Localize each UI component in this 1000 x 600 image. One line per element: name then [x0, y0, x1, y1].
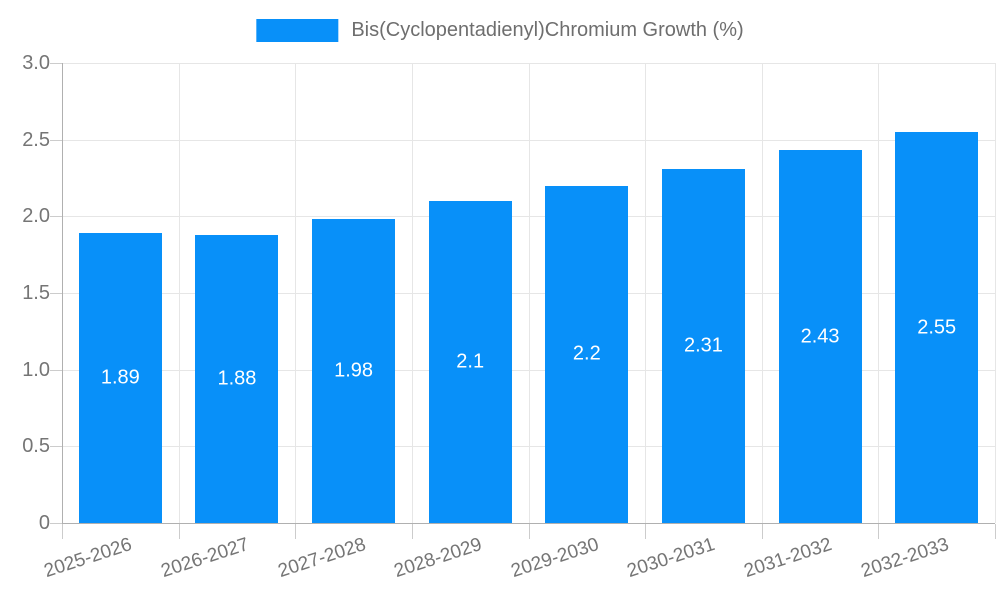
x-tick-label: 2026-2027	[158, 534, 252, 583]
x-gridline	[528, 63, 530, 523]
bar[interactable]: 1.88	[195, 234, 279, 523]
plot-area: 1.89 1.88 1.98 2.1 2.2 2.31 2.43 2.55	[62, 63, 996, 523]
x-axis-tick	[761, 524, 763, 539]
bar-value-label: 2.1	[456, 350, 485, 373]
x-axis-tick	[295, 524, 297, 539]
y-axis-tick	[50, 446, 62, 448]
bar[interactable]: 2.31	[661, 168, 745, 523]
bar[interactable]: 1.98	[312, 219, 396, 523]
bar[interactable]: 2.43	[778, 150, 862, 523]
x-tick-label: 2032-2033	[858, 534, 952, 583]
x-tick-label: 2031-2032	[741, 534, 835, 583]
x-tick-label: 2029-2030	[508, 534, 602, 583]
y-axis-tick	[50, 369, 62, 371]
bar-value-label: 1.88	[217, 367, 257, 390]
x-axis-tick	[178, 524, 180, 539]
x-gridline	[178, 63, 180, 523]
legend-swatch	[256, 19, 339, 42]
bar-value-label: 2.43	[800, 325, 840, 348]
legend-item[interactable]: Bis(Cyclopentadienyl)Chromium Growth (%)	[256, 19, 744, 42]
y-tick-label: 2.5	[22, 128, 50, 151]
x-gridline	[761, 63, 763, 523]
bar-value-label: 2.31	[683, 334, 723, 357]
bar-value-label: 2.2	[572, 342, 601, 365]
bar-value-label: 2.55	[917, 316, 957, 338]
x-axis-line	[54, 523, 995, 524]
x-axis-tick	[878, 524, 880, 539]
y-axis-tick	[50, 63, 62, 64]
x-gridline	[995, 63, 996, 523]
bar[interactable]: 2.2	[545, 185, 629, 523]
y-tick-label: 0	[38, 512, 50, 534]
y-tick-label: 3.0	[22, 52, 50, 74]
y-tick-label: 1.5	[22, 282, 50, 304]
x-axis-tick	[411, 524, 413, 539]
bar[interactable]: 2.1	[428, 201, 512, 523]
y-axis-tick	[50, 216, 62, 218]
x-axis-tick	[645, 524, 647, 539]
x-gridline	[878, 63, 880, 523]
x-gridline	[645, 63, 647, 523]
y-axis-tick	[50, 139, 62, 141]
x-tick-label: 2028-2029	[391, 534, 485, 583]
bar-value-label: 1.98	[334, 359, 374, 382]
bar-value-label: 1.89	[100, 366, 140, 389]
x-gridline	[411, 63, 413, 523]
x-tick-label: 2025-2026	[41, 534, 135, 583]
y-axis-tick	[50, 523, 62, 524]
x-tick-label: 2030-2031	[625, 534, 718, 583]
legend-label: Bis(Cyclopentadienyl)Chromium Growth (%)	[351, 19, 744, 41]
y-tick-label: 0.5	[22, 435, 50, 458]
x-axis-tick	[62, 524, 63, 539]
x-gridline	[295, 63, 297, 523]
y-tick-label: 1.0	[22, 358, 50, 381]
bar[interactable]: 1.89	[78, 233, 162, 523]
x-tick-label: 2027-2028	[275, 534, 369, 583]
y-axis-line	[62, 63, 63, 523]
bar[interactable]: 2.55	[895, 132, 979, 523]
y-axis-tick	[50, 293, 62, 294]
x-axis-tick	[528, 524, 530, 539]
x-axis-tick	[995, 524, 996, 539]
y-tick-label: 2.0	[22, 205, 50, 228]
